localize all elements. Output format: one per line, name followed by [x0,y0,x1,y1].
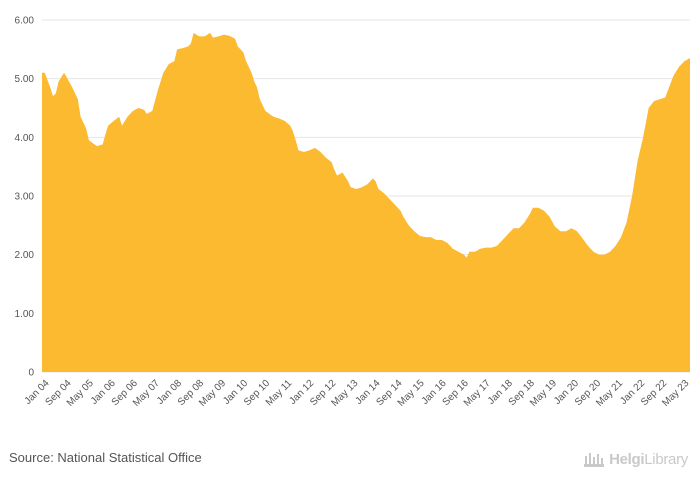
y-axis: 0 1.00 2.00 3.00 4.00 5.00 6.00 [15,16,35,379]
area-chart: 0 1.00 2.00 3.00 4.00 5.00 6.00 Jan 04 Sep 04 Ma… [15,16,692,409]
area-layer [42,32,690,372]
brand-logo[interactable]: HelgiLibrary [583,448,688,470]
y-tick-label: 3.00 [15,192,35,203]
source-note: Source: National Statistical Office [9,450,202,465]
y-tick-label: 6.00 [15,16,35,27]
y-tick-label: 2.00 [15,250,35,261]
brand-name-bold: Helgi [609,450,645,468]
library-icon [584,453,605,467]
series-area [42,32,690,372]
y-tick-label: 0 [28,368,34,379]
y-tick-label: 1.00 [15,309,35,320]
y-tick-label: 4.00 [15,133,35,144]
brand-name-regular: Library [644,450,688,468]
y-tick-label: 5.00 [15,74,35,85]
chart-footer: Source: National Statistical Office Helg… [0,440,700,483]
